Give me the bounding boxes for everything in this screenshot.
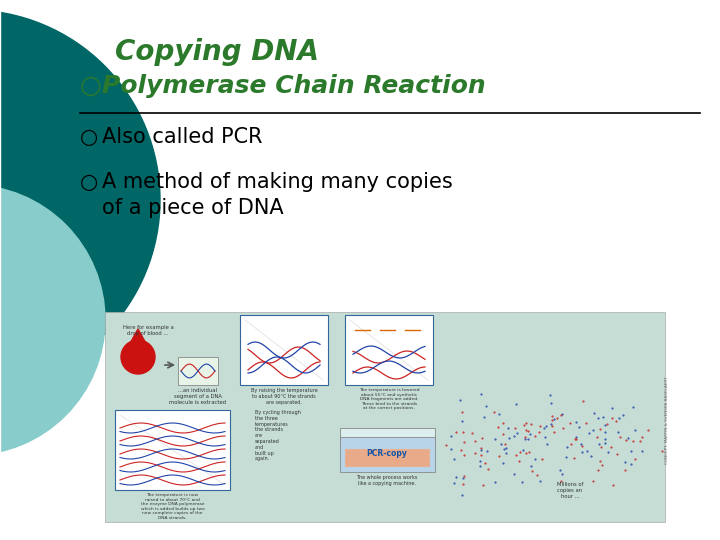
Bar bbox=[115, 410, 230, 490]
Text: The temperature is now
raised to about 70°C and
the enzyme DNA polymerase
which : The temperature is now raised to about 7… bbox=[140, 493, 204, 520]
Bar bbox=[340, 437, 435, 472]
Text: ...an individual
segment of a DNA
molecule is extracted: ...an individual segment of a DNA molecu… bbox=[169, 388, 227, 404]
Text: ○: ○ bbox=[80, 127, 98, 147]
Text: A method of making many copies
of a piece of DNA: A method of making many copies of a piec… bbox=[102, 172, 453, 218]
Bar bbox=[240, 315, 328, 385]
Text: ○: ○ bbox=[80, 74, 102, 98]
Text: Polymerase Chain Reaction: Polymerase Chain Reaction bbox=[102, 74, 485, 98]
Text: The whole process works
like a copying machine.: The whole process works like a copying m… bbox=[356, 475, 418, 486]
Text: By cycling through
the three
temperatures
the strands
are
separated
and
built up: By cycling through the three temperature… bbox=[255, 410, 301, 461]
Text: Here for example a
drop of blood ...: Here for example a drop of blood ... bbox=[122, 325, 174, 336]
Bar bbox=[105, 312, 665, 522]
Text: By raising the temperature
to about 90°C the strands
are separated.: By raising the temperature to about 90°C… bbox=[251, 388, 318, 404]
Text: The temperature is lowered
about 55°C and synthetic
DNA fragments are added.
The: The temperature is lowered about 55°C an… bbox=[359, 388, 419, 410]
Polygon shape bbox=[128, 329, 148, 347]
Bar bbox=[178, 357, 218, 385]
Bar bbox=[340, 428, 435, 440]
Text: Copying DNA: Copying DNA bbox=[115, 38, 319, 66]
Bar bbox=[345, 315, 433, 385]
Circle shape bbox=[0, 185, 105, 455]
Bar bbox=[345, 449, 430, 467]
Text: PCR-copy: PCR-copy bbox=[366, 449, 408, 458]
Text: ○: ○ bbox=[80, 172, 98, 192]
Circle shape bbox=[0, 10, 160, 390]
Text: Also called PCR: Also called PCR bbox=[102, 127, 263, 147]
Text: CONCEPT: MARTIN & SVENSKA BASELAERT: CONCEPT: MARTIN & SVENSKA BASELAERT bbox=[665, 376, 669, 464]
Text: Millions of
copies an
hour ...: Millions of copies an hour ... bbox=[557, 482, 583, 498]
Circle shape bbox=[121, 340, 155, 374]
